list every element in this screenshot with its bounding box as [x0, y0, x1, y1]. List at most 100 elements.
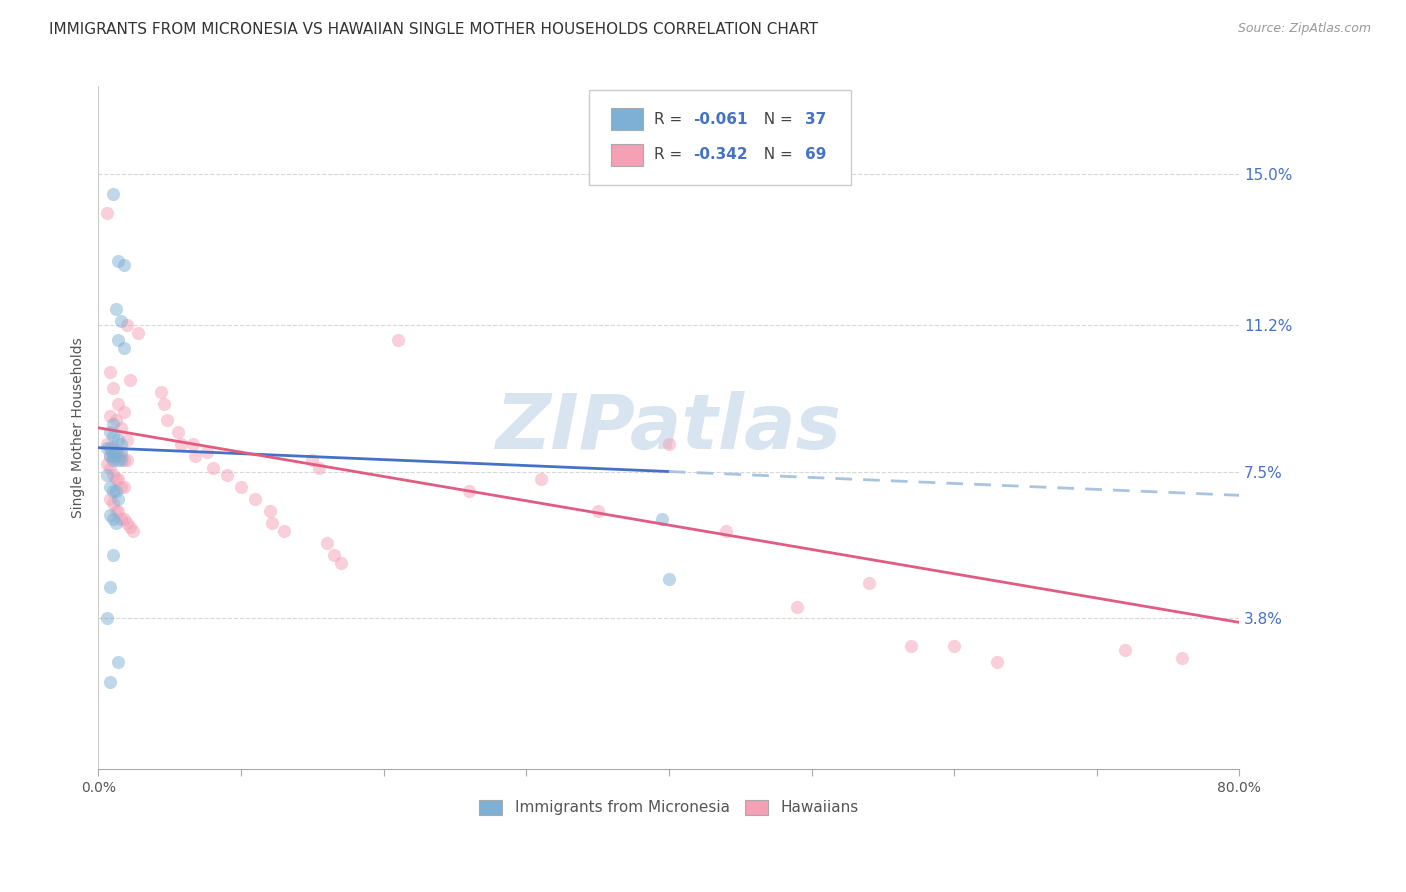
- Point: [110, 421, 132, 435]
- Point: [112, 512, 135, 526]
- Point: [245, 492, 267, 507]
- Point: [98, 460, 121, 475]
- Point: [651, 512, 673, 526]
- Point: [308, 460, 330, 475]
- Point: [104, 444, 127, 458]
- Point: [115, 452, 138, 467]
- Point: [98, 449, 121, 463]
- Point: [150, 385, 173, 400]
- Point: [184, 449, 207, 463]
- Point: [1114, 643, 1136, 657]
- Point: [104, 484, 127, 499]
- Text: ZIPatlas: ZIPatlas: [496, 391, 842, 465]
- Point: [104, 504, 127, 518]
- Point: [101, 441, 124, 455]
- Text: N =: N =: [755, 147, 799, 162]
- Point: [101, 512, 124, 526]
- Point: [273, 524, 295, 538]
- Point: [98, 480, 121, 494]
- Point: [107, 472, 129, 486]
- Point: [301, 452, 323, 467]
- Point: [101, 381, 124, 395]
- Point: [658, 572, 681, 586]
- Point: [107, 254, 129, 268]
- Point: [110, 313, 132, 327]
- Text: R =: R =: [654, 147, 688, 162]
- Point: [115, 318, 138, 332]
- Point: [96, 611, 118, 625]
- Point: [107, 334, 129, 348]
- Point: [98, 425, 121, 439]
- Point: [110, 480, 132, 494]
- Point: [315, 536, 337, 550]
- Point: [101, 186, 124, 201]
- FancyBboxPatch shape: [610, 144, 643, 166]
- Point: [943, 639, 966, 653]
- Point: [101, 452, 124, 467]
- Point: [118, 520, 141, 534]
- Point: [329, 556, 352, 570]
- Point: [262, 516, 284, 530]
- Point: [96, 441, 118, 455]
- Point: [101, 496, 124, 510]
- Point: [101, 449, 124, 463]
- Point: [1171, 651, 1194, 665]
- Point: [101, 484, 124, 499]
- Point: [101, 468, 124, 483]
- Point: [98, 365, 121, 379]
- Point: [900, 639, 922, 653]
- Point: [101, 444, 124, 458]
- Point: [714, 524, 737, 538]
- Text: IMMIGRANTS FROM MICRONESIA VS HAWAIIAN SINGLE MOTHER HOUSEHOLDS CORRELATION CHAR: IMMIGRANTS FROM MICRONESIA VS HAWAIIAN S…: [49, 22, 818, 37]
- Point: [458, 484, 481, 499]
- FancyBboxPatch shape: [589, 90, 852, 186]
- Text: R =: R =: [654, 112, 688, 127]
- Point: [110, 436, 132, 450]
- Point: [110, 449, 132, 463]
- Point: [104, 516, 127, 530]
- Point: [101, 417, 124, 431]
- Point: [118, 373, 141, 387]
- Point: [195, 444, 218, 458]
- Point: [215, 468, 238, 483]
- Text: 69: 69: [804, 147, 827, 162]
- Point: [101, 429, 124, 443]
- Point: [986, 655, 1008, 669]
- Point: [110, 444, 132, 458]
- Text: -0.061: -0.061: [693, 112, 748, 127]
- Point: [96, 436, 118, 450]
- Point: [110, 512, 132, 526]
- Point: [104, 472, 127, 486]
- Point: [112, 342, 135, 356]
- Point: [107, 504, 129, 518]
- Point: [112, 452, 135, 467]
- Point: [107, 452, 129, 467]
- Point: [529, 472, 551, 486]
- Point: [104, 413, 127, 427]
- Point: [170, 436, 193, 450]
- Y-axis label: Single Mother Households: Single Mother Households: [72, 337, 86, 518]
- Point: [107, 492, 129, 507]
- Point: [98, 675, 121, 690]
- Point: [96, 468, 118, 483]
- Point: [107, 397, 129, 411]
- Point: [98, 492, 121, 507]
- Text: -0.342: -0.342: [693, 147, 748, 162]
- Point: [104, 449, 127, 463]
- Point: [201, 460, 224, 475]
- Point: [98, 449, 121, 463]
- Point: [98, 441, 121, 455]
- Point: [101, 449, 124, 463]
- Point: [110, 452, 132, 467]
- Point: [98, 580, 121, 594]
- Text: Source: ZipAtlas.com: Source: ZipAtlas.com: [1237, 22, 1371, 36]
- Point: [167, 425, 190, 439]
- Point: [786, 599, 808, 614]
- Point: [107, 449, 129, 463]
- Point: [96, 457, 118, 471]
- Point: [98, 508, 121, 523]
- Point: [322, 548, 344, 562]
- Point: [107, 655, 129, 669]
- Text: 37: 37: [804, 112, 825, 127]
- Point: [104, 301, 127, 316]
